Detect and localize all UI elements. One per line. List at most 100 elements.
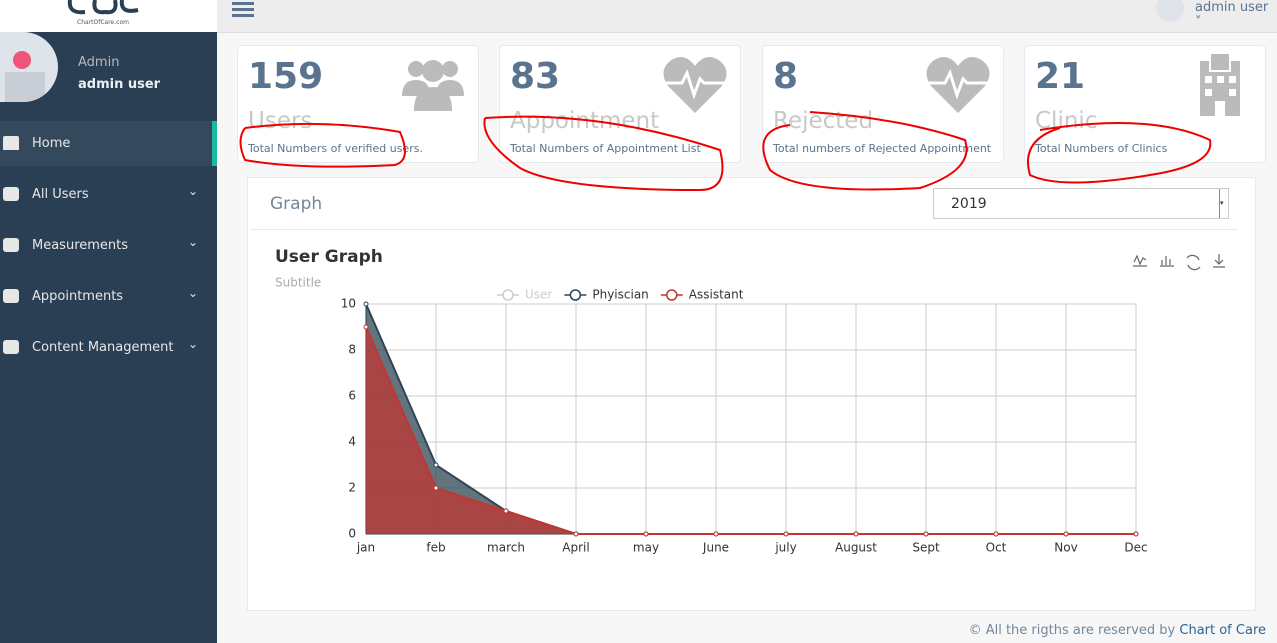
series-point [363,324,369,330]
x-tick-label: may [633,541,659,555]
stat-icon [926,57,990,113]
x-tick-label: Dec [1124,541,1147,555]
menu-label[interactable]: Measurements [32,238,129,253]
stat-label: Users [248,108,313,134]
x-tick-label: June [702,541,729,555]
chart: User Graph Subtitle 0 2 4 6 8 10 jan feb march Ap… [275,247,1225,555]
chevron: ⌄ [188,337,199,351]
panel-title: Graph [270,194,323,214]
year-select[interactable]: 2019 ▾ [933,188,1229,219]
menu-item[interactable]: All Users ⌄ [0,172,217,217]
year[interactable]: 2019 [951,196,987,212]
stat-desc: Total numbers of Rejected Appointment [773,142,992,155]
stat-label: Rejected [773,108,874,134]
top-avatar[interactable] [1156,0,1184,22]
stat-card: 21 Clinic Total Numbers of Clinics [1024,45,1266,163]
stat-value: 8 [773,56,799,97]
footer: © All the rigths are reserved by Chart o… [969,623,1266,638]
menu-label[interactable]: Home [32,136,71,151]
series-point [1133,531,1139,537]
footer-link[interactable]: Chart of Care [1179,623,1266,638]
x-tick-label: Nov [1054,541,1077,555]
menu-icon [3,238,19,252]
legend-marker [502,289,514,301]
menu-icon [3,187,19,201]
y-tick-label: 10 [341,297,356,311]
series-point [363,301,369,307]
role: Admin [78,55,120,70]
stat-label: Clinic [1035,108,1098,134]
sidebar [0,0,217,643]
y-tick-label: 0 [348,527,356,541]
user-name: admin user [78,77,161,92]
series-area [366,327,1136,534]
stat-icon [1200,52,1240,116]
stat-card: 83 Appointment Total Numbers of Appointmen… [499,45,741,163]
stat-desc: Total Numbers of Clinics [1035,142,1168,155]
series-point [783,531,789,537]
stat-desc: Total Numbers of verified users. [248,142,423,155]
legend-marker [569,289,582,301]
stat-value: 83 [510,56,561,97]
menu-icon [3,340,19,354]
stat-value: 21 [1035,56,1086,97]
top-user[interactable]: admin user ˅ [1195,0,1269,30]
divider [250,229,1238,230]
footer-text: © All the rigths are reserved by [968,623,1176,638]
x-tick-label: April [562,541,589,555]
chart-title: User Graph [275,247,383,267]
top-bar: admin user ˅ [217,0,1277,33]
series-point [923,531,929,537]
stat-label: Appointment [510,108,660,134]
y-tick-label: 8 [348,343,356,357]
menu-item[interactable]: Measurements ⌄ [0,223,217,268]
menu-icon [3,289,19,303]
series-point [503,508,509,514]
menu-label[interactable]: Content Management [32,340,174,355]
top-user-name[interactable]: admin user [1195,0,1269,15]
series-point [433,485,439,491]
logo[interactable]: ChartOfCare.com [0,0,217,32]
y-tick-label: 6 [348,389,356,403]
toolbox[interactable] [1133,254,1225,271]
avatar [0,32,58,102]
x-tick-label: Sept [912,541,940,555]
series-point [993,531,999,537]
legend-marker [666,289,678,301]
x-tick-label: Oct [986,541,1007,555]
y-tick-label: 4 [348,435,356,449]
menu-label[interactable]: Appointments [32,289,124,304]
legend-label[interactable]: User [525,288,552,302]
series-point [1063,531,1069,537]
menu-label[interactable]: All Users [32,187,89,202]
series-area [366,304,1136,534]
menu-item[interactable]: Home [0,121,217,166]
series-point [433,462,439,468]
stat-card: 159 Users Total Numbers of verified users. [237,45,479,163]
stat-desc: Total Numbers of Appointment List [510,142,701,155]
chevron: ⌄ [188,286,199,300]
stat-card: 8 Rejected Total numbers of Rejected Appoi… [762,45,1004,163]
legend-label[interactable]: Assistant [689,288,744,302]
y-tick-label: 2 [348,481,356,495]
menu-item[interactable]: Appointments ⌄ [0,274,217,319]
series-point [643,531,649,537]
series-point [573,531,579,537]
graph-panel: Graph 2019 ▾ [247,177,1256,611]
legend-label[interactable]: Phyiscian [592,288,648,302]
series-point [853,531,859,537]
logo-art: ChartOfCare.com [67,0,139,26]
series-line [365,326,1136,535]
stat-icon [402,60,464,111]
x-tick-label: August [835,541,877,555]
menu-item[interactable]: Content Management ⌄ [0,325,217,370]
stat-icon [663,57,727,113]
x-tick-label: march [487,541,525,555]
x-tick-label: feb [426,541,445,555]
menu-toggle[interactable] [232,2,256,18]
chevron: ⌄ [188,184,199,198]
stat-value: 159 [248,56,324,97]
logo-text: ChartOfCare.com [77,19,129,26]
series-point [713,531,719,537]
